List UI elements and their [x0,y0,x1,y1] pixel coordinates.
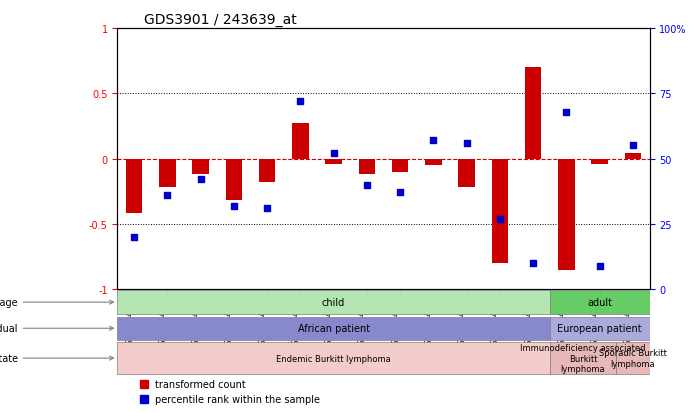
Bar [525,68,542,159]
Point [528,260,539,267]
Text: adult: adult [587,297,612,307]
Point [594,263,605,269]
Text: African patient: African patient [298,323,370,333]
Bar [491,159,508,263]
Point [461,140,472,147]
FancyBboxPatch shape [117,342,550,374]
Bar [159,159,176,188]
Point [627,143,638,150]
Bar [425,159,442,166]
Text: development stage: development stage [0,297,113,307]
Text: European patient: European patient [558,323,642,333]
Point [428,138,439,144]
Point [295,99,306,105]
Point [129,234,140,241]
Bar [591,159,608,164]
FancyBboxPatch shape [117,317,550,340]
FancyBboxPatch shape [117,291,550,314]
Text: Immunodeficiency associated
Burkitt
lymphoma: Immunodeficiency associated Burkitt lymp… [520,343,646,373]
Bar [259,159,276,183]
Bar [292,124,309,159]
Text: transformed count: transformed count [155,379,245,389]
FancyBboxPatch shape [616,342,650,374]
Point [361,182,372,188]
Bar [126,159,142,214]
Text: disease state: disease state [0,353,113,363]
Text: child: child [322,297,346,307]
FancyBboxPatch shape [550,317,650,340]
FancyBboxPatch shape [550,291,650,314]
Point [162,192,173,199]
Point [561,109,572,116]
Bar [625,154,641,159]
Bar [392,159,408,172]
Point [395,190,406,196]
Text: Endemic Burkitt lymphoma: Endemic Burkitt lymphoma [276,354,391,363]
Text: Sporadic Burkitt
lymphoma: Sporadic Burkitt lymphoma [599,349,667,368]
Bar [458,159,475,188]
Point [228,203,239,209]
Bar [225,159,242,201]
Text: individual: individual [0,323,113,333]
Text: percentile rank within the sample: percentile rank within the sample [155,394,320,404]
Bar [325,159,342,164]
FancyBboxPatch shape [550,342,616,374]
Bar [359,159,375,175]
Point [494,216,505,222]
Text: GDS3901 / 243639_at: GDS3901 / 243639_at [144,12,297,26]
Bar [558,159,575,270]
Point [262,205,273,212]
Point [195,177,206,183]
Bar [192,159,209,175]
Point [328,151,339,157]
